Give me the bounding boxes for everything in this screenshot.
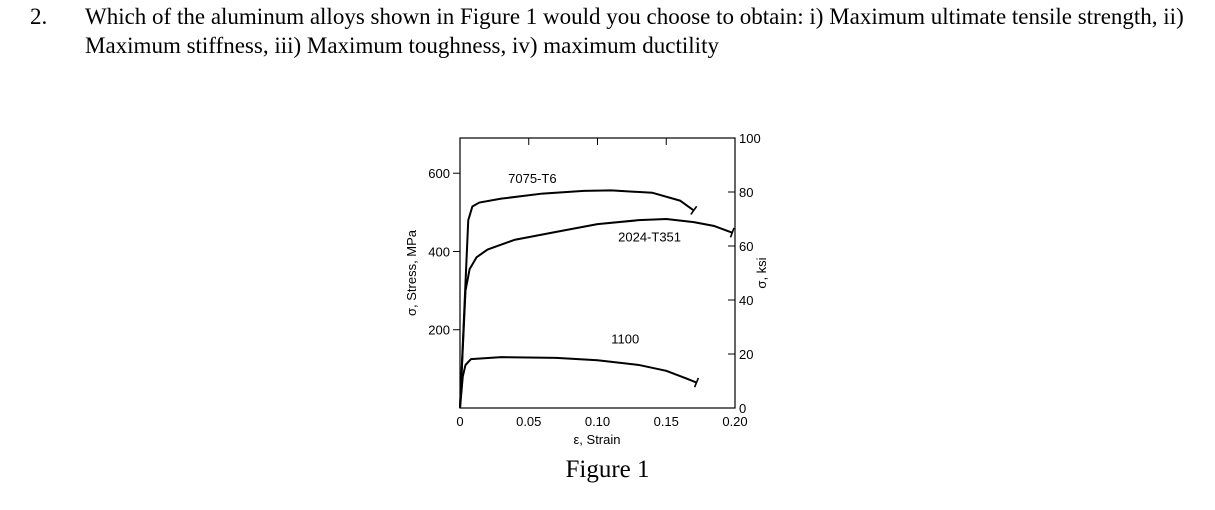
x-axis-label: ε, Strain (574, 432, 621, 447)
x-tick-label: 0.10 (585, 414, 610, 429)
y-right-axis-label: σ, ksi (754, 257, 769, 288)
question-number: 2. (30, 4, 48, 29)
figure-caption: Figure 1 (565, 456, 650, 483)
question-text: Which of the aluminum alloys shown in Fi… (85, 4, 1184, 58)
y-tick-label: 400 (428, 244, 450, 259)
x-tick-label: 0.20 (722, 414, 747, 429)
y-tick-label: 200 (428, 323, 450, 338)
x-tick-label: 0 (456, 414, 463, 429)
y-right-tick-label: 0 (739, 401, 746, 416)
y-axis-label: σ, Stress, MPa (404, 229, 419, 316)
question: 2. Which of the aluminum alloys shown in… (30, 2, 1200, 60)
fracture-mark (690, 205, 698, 215)
fracture-mark (693, 377, 700, 388)
y-right-tick-label: 60 (739, 239, 753, 254)
y-ticks: 200 400 600 (428, 166, 460, 338)
y-right-tick-label: 100 (739, 131, 761, 146)
stress-strain-chart: 0 0.05 0.10 0.15 0.20 200 400 600 0 20 40 60 80 100… (404, 131, 769, 447)
y-right-tick-label: 40 (739, 293, 753, 308)
series-label: 1100 (611, 331, 639, 346)
y-right-tick-label: 80 (739, 185, 753, 200)
series-label: 7075-T6 (508, 171, 556, 186)
fracture-mark (729, 227, 735, 238)
y-right-ticks: 0 20 40 60 80 100 (728, 131, 761, 416)
x-ticks: 0 0.05 0.10 0.15 0.20 (456, 138, 748, 429)
series-line (459, 218, 733, 409)
series-line (459, 356, 697, 409)
plot-frame (459, 137, 736, 409)
series-label: 2024-T351 (618, 230, 681, 245)
curves: 7075-T6 2024-T351 1100 (459, 171, 735, 409)
series-line (459, 189, 695, 409)
x-tick-label: 0.15 (654, 414, 679, 429)
y-right-tick-label: 20 (739, 347, 753, 362)
y-tick-label: 600 (428, 166, 450, 181)
x-tick-label: 0.05 (516, 414, 541, 429)
